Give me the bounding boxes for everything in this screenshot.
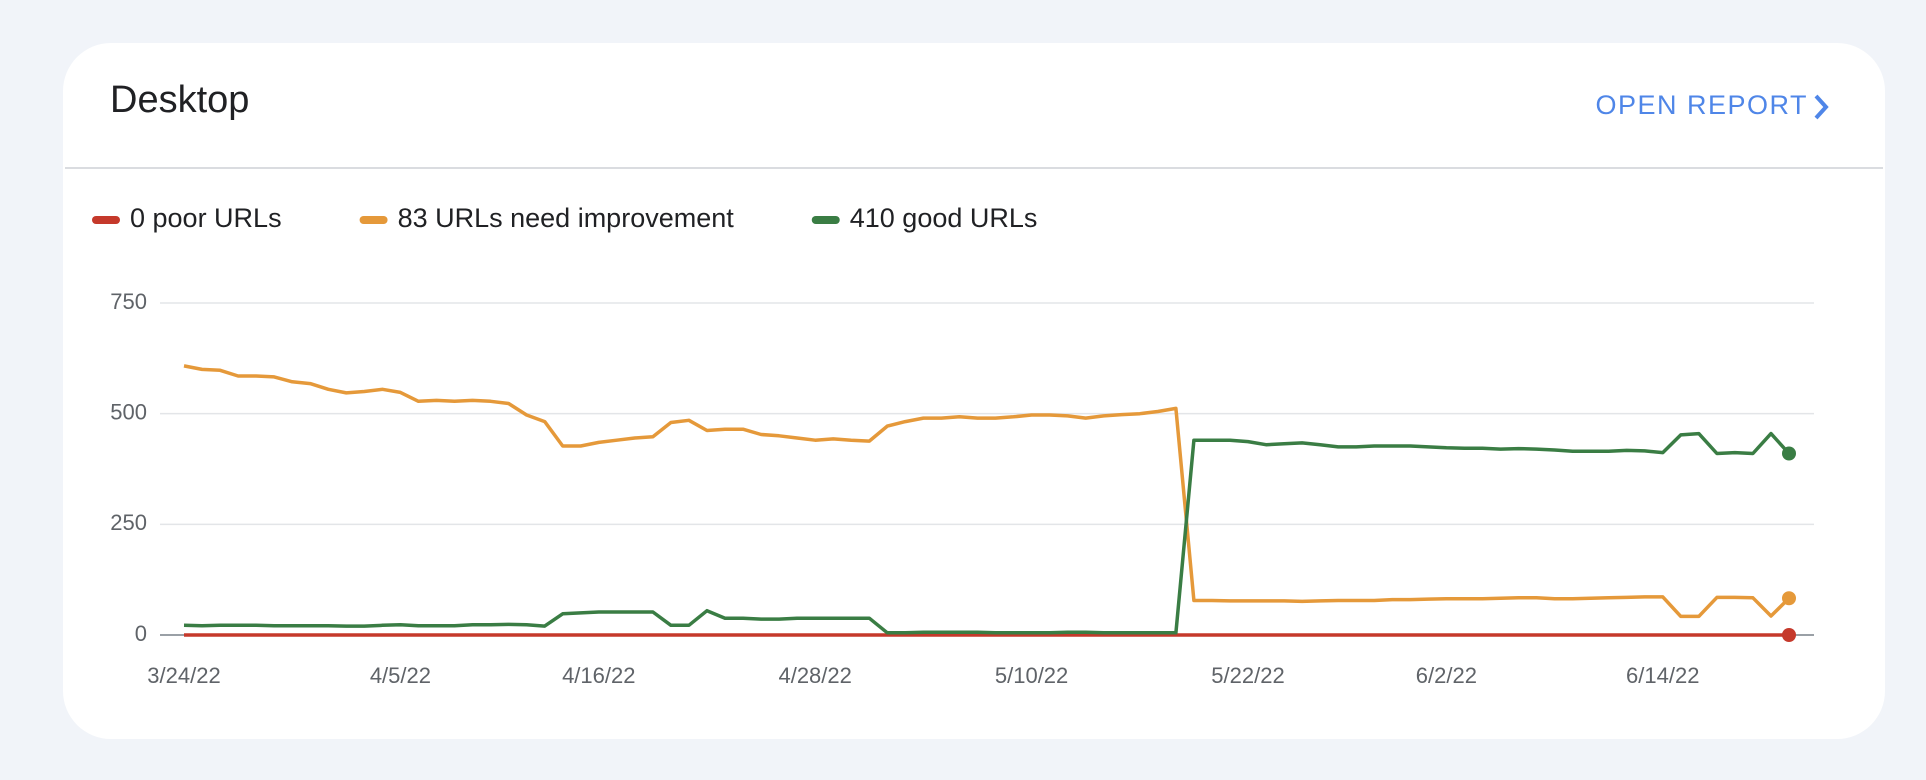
x-tick-label: 5/10/22	[995, 663, 1068, 688]
open-report-text[interactable]: OPEN REPORT	[1595, 90, 1808, 120]
y-tick-label: 750	[110, 289, 147, 314]
end-point	[1782, 591, 1796, 606]
x-tick-label: 3/24/22	[147, 663, 220, 688]
x-tick-label: 6/14/22	[1626, 663, 1699, 688]
x-tick-label: 6/2/22	[1416, 663, 1477, 688]
x-tick-label: 4/16/22	[562, 663, 635, 688]
x-tick-label: 4/5/22	[370, 663, 431, 688]
end-point	[1782, 628, 1796, 642]
series-line	[183, 364, 1791, 619]
legend-label: 83 URLs need improvement	[398, 203, 735, 233]
card-title: Desktop	[110, 79, 249, 121]
y-tick-label: 0	[135, 621, 147, 646]
x-tick-label: 4/28/22	[778, 663, 851, 688]
open-report-link[interactable]: OPEN REPORT	[1595, 90, 1829, 120]
chevron-icon[interactable]	[1814, 94, 1829, 120]
series-line	[183, 431, 1791, 635]
end-point	[1782, 446, 1796, 461]
y-tick-label: 250	[110, 510, 147, 535]
legend-label: 410 good URLs	[850, 203, 1038, 233]
y-tick-label: 500	[110, 399, 147, 424]
legend-label: 0 poor URLs	[130, 203, 282, 233]
x-tick-label: 5/22/22	[1211, 663, 1284, 688]
